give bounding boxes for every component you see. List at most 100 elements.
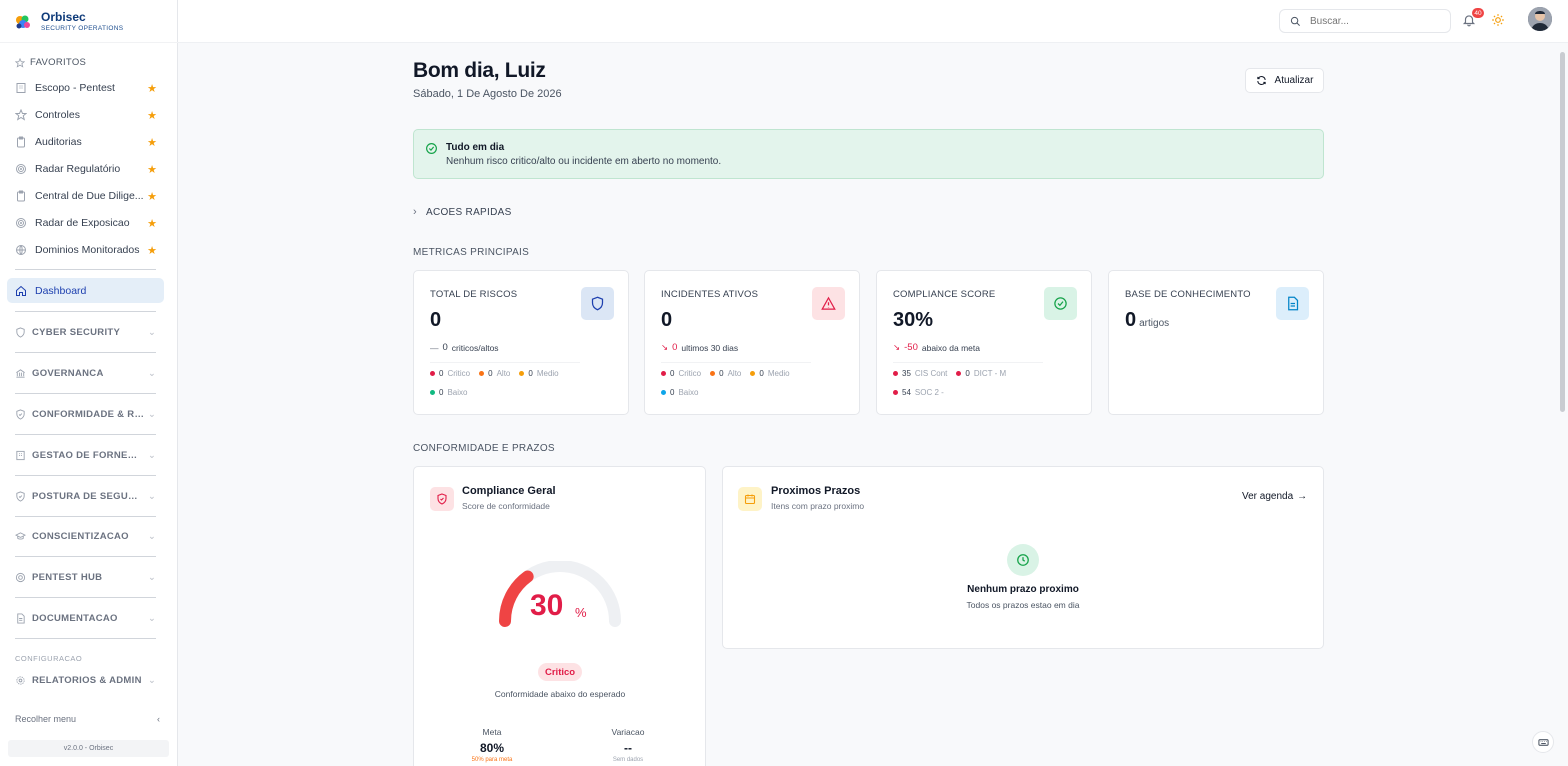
sidebar-group-fornecedores[interactable]: GESTAO DE FORNECE... ⌄ [15, 446, 156, 464]
sidebar-group-label: CYBER SECURITY [32, 326, 121, 338]
metric-card-risks[interactable]: TOTAL DE RISCOS 0 — 0 criticos/altos 0 Cr… [413, 270, 629, 415]
panel-subtitle: Itens com prazo proximo [771, 501, 865, 511]
favorite-item-controles[interactable]: Controles ★ [15, 106, 157, 124]
favorite-item-label: Escopo - Pentest [35, 82, 115, 94]
bank-icon [15, 368, 26, 379]
divider [15, 393, 156, 394]
legend-item-soc2: 54 SOC 2 - [893, 388, 944, 397]
sidebar-group-governanca[interactable]: GOVERNANCA ⌄ [15, 364, 156, 382]
star-filled-icon[interactable]: ★ [147, 217, 157, 230]
search-box[interactable] [1279, 9, 1451, 33]
metrics-section-title: METRICAS PRINCIPAIS [413, 247, 530, 258]
divider [15, 475, 156, 476]
star-outline-icon [15, 57, 25, 68]
page-title: Bom dia, Luiz [413, 59, 546, 82]
refresh-button[interactable]: Atualizar [1245, 68, 1324, 93]
star-filled-icon[interactable]: ★ [147, 109, 157, 122]
quick-actions-toggle[interactable]: › ACOES RAPIDAS [413, 206, 512, 218]
divider [15, 556, 156, 557]
star-filled-icon[interactable]: ★ [147, 163, 157, 176]
favorites-header-label: FAVORITOS [30, 57, 87, 68]
alert-title: Tudo em dia [446, 142, 505, 153]
avatar[interactable] [1528, 7, 1552, 31]
divider [15, 434, 156, 435]
metric-unit: artigos [1139, 318, 1170, 329]
sun-icon[interactable] [1491, 13, 1505, 27]
star-filled-icon[interactable]: ★ [147, 244, 157, 257]
favorite-item-label: Radar Regulatório [35, 163, 121, 175]
status-alert: Tudo em dia Nenhum risco critico/alto ou… [413, 129, 1324, 179]
sidebar-item-dashboard[interactable]: Dashboard [7, 278, 164, 303]
legend-item-medio: 0 Medio [519, 369, 559, 378]
sidebar-group-label: PENTEST HUB [32, 571, 103, 583]
legend-item-critico: 0 Critico [430, 369, 470, 378]
target-icon [15, 572, 26, 583]
star-filled-icon[interactable]: ★ [147, 136, 157, 149]
sidebar-group-label: RELATORIOS & ADMIN [32, 674, 142, 686]
trend-text: criticos/altos [451, 342, 499, 353]
stat-label: Variacao [611, 727, 645, 737]
calendar-icon [738, 487, 762, 511]
radar-icon [15, 163, 27, 175]
chevron-down-icon: ⌄ [148, 408, 156, 419]
divider [430, 362, 580, 363]
view-agenda-link[interactable]: Ver agenda → [1242, 491, 1307, 502]
favorite-item-label: Central de Due Dilige... [35, 190, 144, 202]
metric-trend: — 0 criticos/altos [430, 342, 499, 353]
trend-value: 0 [442, 342, 448, 353]
metric-card-compliance[interactable]: COMPLIANCE SCORE 30% ↘ -50 abaixo da met… [876, 270, 1092, 415]
check-circle-icon [426, 143, 437, 154]
favorite-item-radar-exposicao[interactable]: Radar de Exposicao ★ [15, 214, 157, 232]
keyboard-shortcuts-button[interactable] [1532, 731, 1554, 753]
building-icon [15, 82, 27, 94]
brand-subtitle: SECURITY OPERATIONS [41, 25, 124, 32]
trend-text: ultimos 30 dias [681, 342, 739, 353]
favorite-item-dominios[interactable]: Dominios Monitorados ★ [15, 241, 157, 259]
sidebar-group-label: GESTAO DE FORNECE... [32, 449, 145, 461]
compliance-panel: Compliance Geral Score de conformidade 3… [413, 466, 706, 766]
favorite-item-auditorias[interactable]: Auditorias ★ [15, 133, 157, 151]
sidebar-group-pentest-hub[interactable]: PENTEST HUB ⌄ [15, 568, 156, 586]
star-filled-icon[interactable]: ★ [147, 190, 157, 203]
divider [661, 362, 811, 363]
metric-card-incidents[interactable]: INCIDENTES ATIVOS 0 ↘ 0 ultimos 30 dias … [644, 270, 860, 415]
favorite-item-radar-regulatorio[interactable]: Radar Regulatório ★ [15, 160, 157, 178]
sidebar-group-cyber-security[interactable]: CYBER SECURITY ⌄ [15, 323, 156, 341]
chevron-down-icon: ⌄ [148, 449, 156, 460]
shield-check-icon [15, 408, 26, 420]
collapse-menu-button[interactable]: Recolher menu ‹ [15, 714, 160, 724]
sidebar-group-documentacao[interactable]: DOCUMENTACAO ⌄ [15, 609, 156, 627]
metric-card-knowledge[interactable]: BASE DE CONHECIMENTO 0 artigos [1108, 270, 1324, 415]
sidebar-group-conformidade[interactable]: CONFORMIDADE & RIS... ⌄ [15, 405, 156, 423]
star-filled-icon[interactable]: ★ [147, 82, 157, 95]
refresh-label: Atualizar [1274, 75, 1314, 86]
shield-icon [15, 326, 26, 338]
search-input[interactable] [1310, 15, 1430, 27]
empty-state-subtitle: Todos os prazos estao em dia [966, 600, 1080, 610]
favorites-header: FAVORITOS [15, 57, 86, 68]
brand[interactable]: Orbisec SECURITY OPERATIONS [14, 10, 123, 33]
metric-trend: ↘ -50 abaixo da meta [893, 342, 980, 353]
sidebar-group-conscientizacao[interactable]: CONSCIENTIZACAO ⌄ [15, 527, 156, 545]
brand-name: Orbisec [41, 10, 86, 24]
clipboard-icon [15, 190, 27, 202]
metric-title: TOTAL DE RISCOS [430, 289, 518, 300]
divider [15, 597, 156, 598]
orbisec-logo-icon [16, 15, 30, 29]
scrollbar-thumb[interactable] [1560, 52, 1565, 412]
divider [15, 352, 156, 353]
stat-variacao: Variacao -- Sem dados [573, 727, 683, 763]
trend-value: 0 [672, 342, 678, 353]
keyboard-icon [1537, 738, 1549, 746]
sidebar-group-relatorios-admin[interactable]: RELATORIOS & ADMIN ⌄ [15, 671, 156, 689]
severity-legend: 0 Baixo [430, 388, 467, 397]
collapse-menu-label: Recolher menu [15, 714, 77, 724]
dash-icon: — [430, 342, 439, 353]
divider [15, 269, 156, 270]
panel-title: Proximos Prazos [771, 485, 861, 497]
bell-icon[interactable] [1462, 13, 1476, 27]
metric-title: INCIDENTES ATIVOS [661, 289, 759, 300]
favorite-item-escopo-pentest[interactable]: Escopo - Pentest ★ [15, 79, 157, 97]
sidebar-group-postura[interactable]: POSTURA DE SEGURA... ⌄ [15, 487, 156, 505]
favorite-item-due-diligence[interactable]: Central de Due Dilige... ★ [15, 187, 157, 205]
